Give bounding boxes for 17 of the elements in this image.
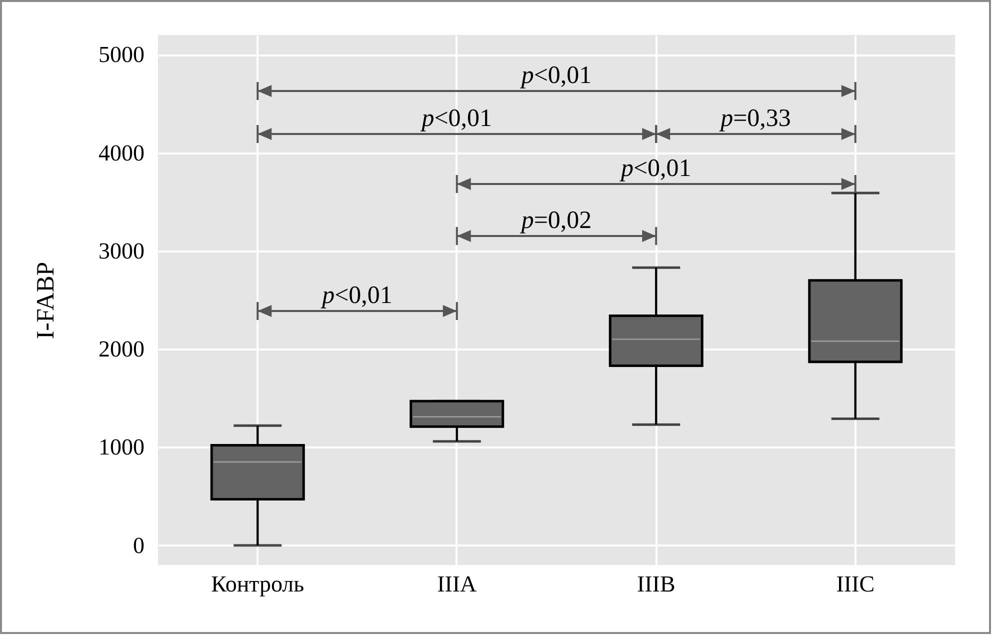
annotation: p=0,02 (519, 207, 592, 234)
x-tick-label: IIIA (437, 572, 478, 596)
x-tick-label: Контроль (211, 572, 304, 596)
x-tick-label: IIIC (836, 572, 875, 596)
annotation: p<0,01 (519, 62, 592, 89)
y-tick-label: 2000 (98, 336, 144, 362)
annotation: p<0,01 (618, 155, 692, 182)
y-axis-title: I-FABP (32, 262, 60, 340)
annotation: p=0,33 (718, 105, 791, 132)
annotation: p<0,01 (420, 105, 492, 132)
y-tick-label: 5000 (98, 42, 144, 68)
y-tick-label: 0 (133, 532, 144, 558)
y-tick-label: 4000 (98, 140, 144, 166)
y-tick-label: 1000 (98, 434, 144, 460)
y-tick-label: 3000 (98, 238, 144, 264)
annotation: p<0,01 (320, 282, 392, 309)
x-tick-label: IIIB (636, 572, 676, 596)
